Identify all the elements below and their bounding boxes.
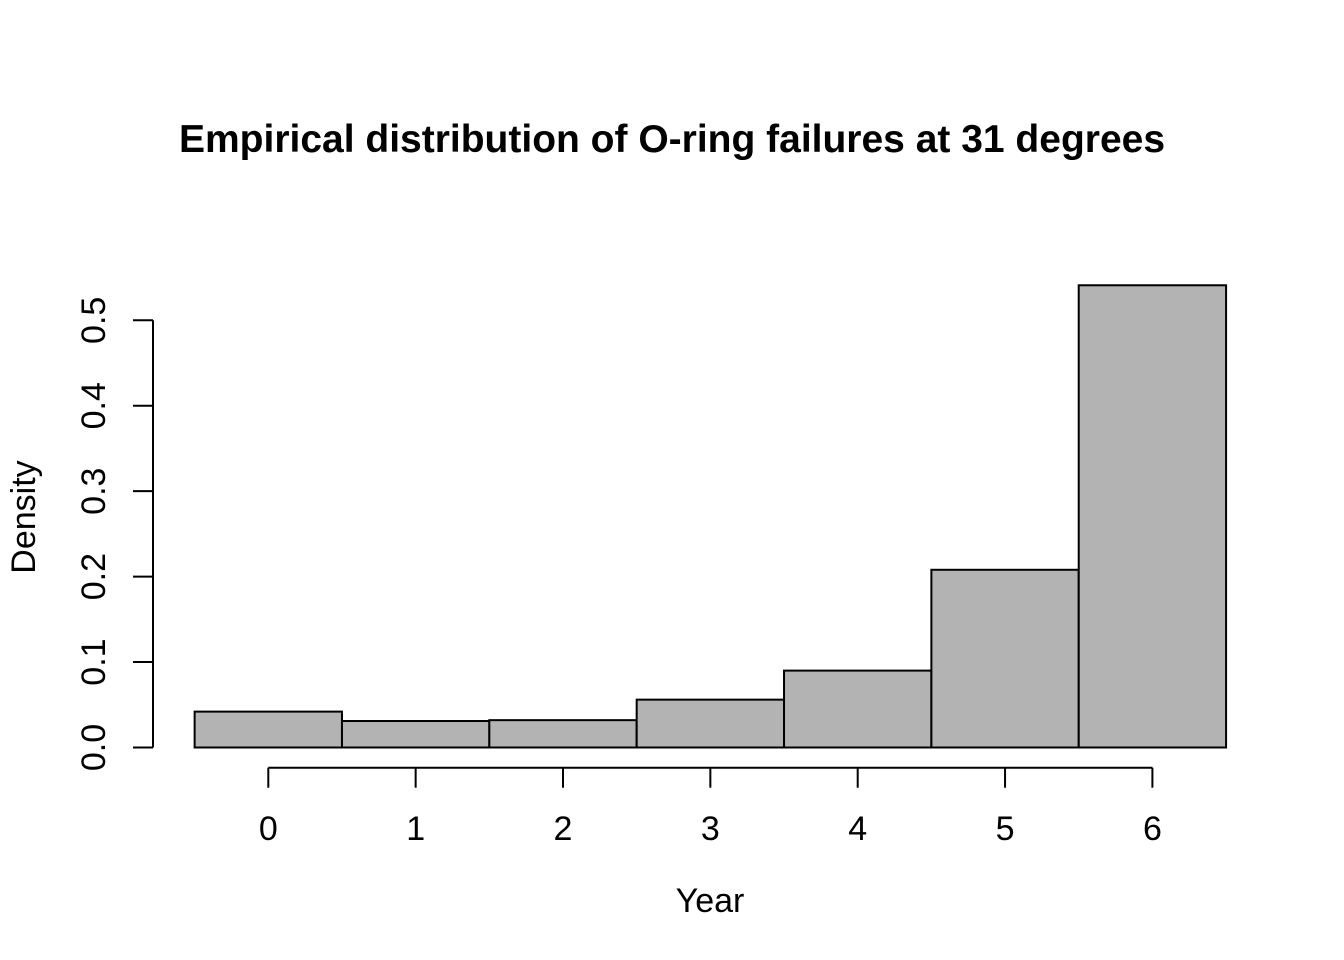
histogram-bar-3 (635, 698, 786, 749)
x-tick-label-4: 4 (848, 810, 867, 848)
histogram-bar-4 (783, 669, 933, 749)
y-tick-label-4: 0.4 (75, 382, 113, 429)
x-tick-label-3: 3 (701, 810, 720, 848)
histogram-bar-5 (930, 568, 1080, 749)
y-tick-label-5: 0.5 (75, 297, 113, 344)
y-tick-label-0: 0.0 (75, 724, 113, 771)
x-tick-label-1: 1 (406, 810, 425, 848)
histogram-bar-1 (340, 720, 491, 749)
y-tick-label-2: 0.2 (75, 553, 113, 600)
y-axis-title: Density (5, 460, 43, 574)
histogram-bar-2 (488, 719, 638, 749)
x-tick-label-0: 0 (259, 810, 278, 848)
histogram-bar-0 (193, 710, 343, 749)
histogram-bar-6 (1077, 284, 1228, 749)
x-tick-label-2: 2 (554, 810, 573, 848)
x-tick-label-5: 5 (996, 810, 1015, 848)
x-axis-title: Year (675, 882, 745, 920)
y-tick-label-3: 0.3 (75, 468, 113, 515)
x-tick-label-6: 6 (1143, 810, 1162, 848)
chart-title: Empirical distribution of O-ring failure… (178, 118, 1166, 161)
y-tick-label-1: 0.1 (75, 638, 113, 685)
